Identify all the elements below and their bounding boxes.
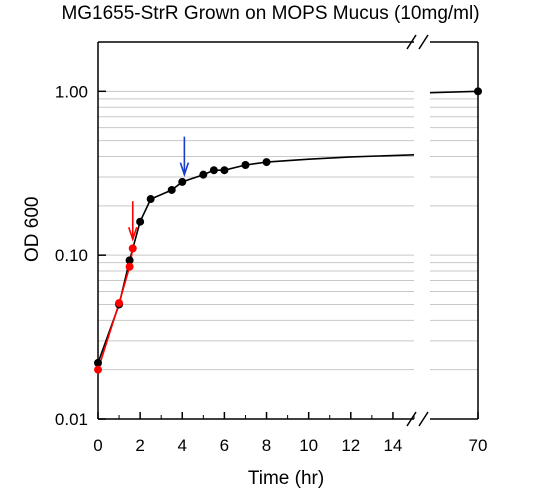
- series-black-point: [167, 185, 176, 194]
- x-tick-label: 8: [262, 436, 271, 455]
- series-black-point: [220, 166, 229, 175]
- x-tick-label: 4: [178, 436, 187, 455]
- x-tick-label: 12: [341, 436, 360, 455]
- series-points: [94, 87, 482, 374]
- series-black-point: [199, 170, 208, 179]
- annotation-arrow-head: [179, 162, 190, 178]
- late-segment-line: [429, 90, 479, 94]
- y-tick-label: 0.10: [55, 246, 88, 265]
- series-black-point: [241, 161, 250, 170]
- series-black-point: [146, 195, 155, 204]
- axis-ticks: [97, 90, 479, 420]
- series-red-point: [94, 365, 102, 374]
- axis-break-slash: [418, 411, 429, 427]
- series-black-point: [262, 158, 271, 167]
- series-lines: [97, 90, 479, 370]
- series-red-point: [125, 262, 134, 271]
- series-black-point: [474, 87, 482, 96]
- series-red-point: [115, 299, 124, 308]
- axis-break-slash: [406, 411, 417, 427]
- axis-break-marks: [406, 34, 429, 427]
- y-tick-label: 1.00: [55, 82, 88, 101]
- series-black-point: [125, 256, 134, 265]
- chart-title: MG1655-StrR Grown on MOPS Mucus (10mg/ml…: [61, 3, 480, 24]
- x-axis-label: Time (hr): [247, 468, 325, 489]
- x-tick-label: 6: [220, 436, 229, 455]
- x-tick-label: 10: [299, 436, 318, 455]
- series-black-point: [178, 177, 187, 186]
- series-black-point: [94, 358, 102, 367]
- axis-break-slash: [418, 34, 429, 50]
- series-black-point: [209, 166, 218, 175]
- plot-frame: [97, 41, 479, 420]
- annotations: [128, 136, 190, 242]
- annotation-arrow-head: [128, 226, 138, 242]
- gridlines: [98, 41, 478, 420]
- tick-labels: 0 2 4 6 8 10 12 14 70 0.01 0.10 1.00: [55, 82, 488, 455]
- fit-curve-line: [266, 154, 415, 163]
- y-tick-label: 0.01: [55, 410, 88, 429]
- axis-break-slash: [406, 34, 417, 50]
- series-black-point: [136, 217, 145, 226]
- x-tick-label: 0: [93, 436, 102, 455]
- x-tick-label: 14: [383, 436, 402, 455]
- x-tick-label: 70: [469, 436, 488, 455]
- series-red-point: [128, 244, 137, 253]
- x-tick-label: 2: [135, 436, 144, 455]
